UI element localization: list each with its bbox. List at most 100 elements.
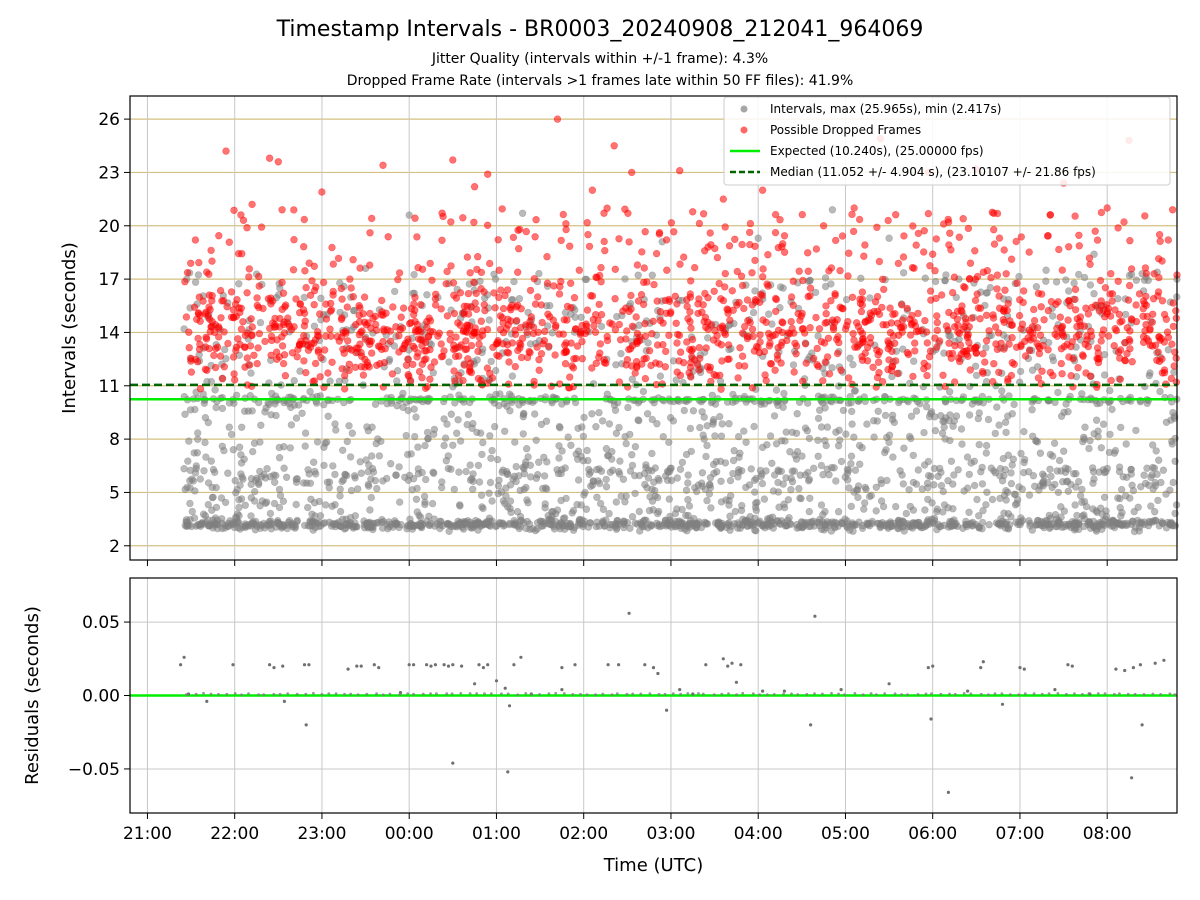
interval-point: [780, 500, 788, 508]
dropped-frame-point: [237, 325, 246, 333]
interval-point: [819, 471, 827, 479]
dropped-frame-point: [833, 349, 842, 358]
interval-point: [237, 459, 246, 467]
interval-point: [645, 506, 654, 515]
dropped-frame-point: [449, 279, 458, 287]
interval-point: [235, 503, 243, 512]
dropped-frame-point: [639, 300, 648, 309]
dropped-frame-point: [302, 368, 310, 377]
dropped-frame-point: [538, 318, 546, 327]
interval-point: [877, 476, 885, 484]
residual-point: [606, 663, 610, 667]
interval-point: [628, 375, 636, 383]
interval-point: [1064, 465, 1072, 473]
interval-point: [491, 422, 499, 431]
dropped-frame-point: [1155, 357, 1164, 366]
dropped-frame-point: [686, 277, 695, 285]
dropped-frame-point: [225, 238, 234, 246]
residual-point: [179, 663, 183, 667]
dropped-frame-point: [756, 331, 764, 339]
interval-point: [997, 520, 1006, 528]
interval-point: [748, 518, 757, 526]
interval-point: [581, 275, 589, 283]
residual-point: [821, 692, 824, 696]
dropped-frame-point: [729, 306, 737, 314]
interval-point: [656, 522, 664, 531]
dropped-frame-point: [1007, 255, 1016, 263]
dropped-frame-point: [329, 260, 337, 268]
interval-point: [541, 504, 549, 512]
dropped-frame-point: [555, 330, 563, 338]
interval-point: [477, 429, 485, 437]
dropped-frame-point: [725, 242, 734, 250]
interval-point: [1025, 491, 1034, 499]
interval-point: [770, 471, 779, 479]
dropped-frame-point: [181, 278, 189, 286]
interval-point: [232, 391, 241, 399]
dropped-frame-point: [985, 327, 993, 335]
dropped-frame-point: [1007, 371, 1016, 380]
dropped-frame-point: [966, 259, 975, 267]
interval-point: [908, 524, 917, 532]
residual-point: [412, 663, 416, 667]
dropped-frame-point: [926, 347, 935, 355]
interval-point: [941, 276, 949, 285]
interval-point: [834, 508, 843, 516]
dropped-frame-point: [1104, 332, 1113, 340]
residual-point: [343, 692, 346, 696]
dropped-frame-point: [974, 304, 983, 312]
interval-point: [237, 451, 245, 459]
interval-point: [982, 344, 990, 352]
dropped-frame-point: [495, 352, 503, 360]
dropped-frame-point: [592, 359, 600, 367]
interval-point: [586, 468, 595, 476]
interval-point: [478, 503, 486, 511]
dropped-frame-point: [248, 323, 257, 331]
dropped-frame-point: [853, 343, 861, 351]
dropped-frame-point: [995, 234, 1004, 242]
dropped-frame-point: [836, 266, 844, 275]
dropped-frame-point: [592, 273, 600, 281]
interval-point: [899, 269, 908, 277]
residual-point: [939, 692, 943, 696]
time-x-tick-label: 08:00: [1083, 824, 1132, 844]
interval-point: [510, 277, 518, 286]
interval-point: [985, 520, 993, 529]
interval-point: [1106, 386, 1114, 395]
dropped-frame-point: [802, 359, 810, 367]
interval-point: [248, 407, 256, 415]
dropped-frame-point: [517, 353, 526, 362]
dropped-frame-point: [300, 322, 309, 330]
dropped-frame-point: [477, 285, 485, 293]
dropped-frame-point: [845, 249, 853, 257]
interval-point: [750, 422, 758, 431]
interval-point: [817, 461, 826, 470]
interval-point: [304, 503, 312, 512]
interval-point: [628, 451, 636, 459]
dropped-frame-point: [295, 341, 304, 349]
dropped-frame-point: [621, 205, 629, 213]
dropped-frame-point: [903, 349, 912, 357]
dropped-frame-point: [470, 183, 479, 191]
interval-point: [319, 519, 327, 528]
dropped-frame-point: [887, 319, 896, 327]
dropped-frame-point: [945, 339, 953, 347]
interval-point: [456, 501, 464, 509]
interval-point: [1029, 472, 1038, 480]
interval-point: [313, 438, 322, 446]
interval-point: [998, 387, 1006, 395]
dropped-frame-point: [878, 275, 887, 283]
interval-point: [1007, 513, 1015, 521]
interval-point: [865, 492, 874, 501]
residual-point: [993, 692, 997, 696]
dropped-frame-point: [569, 364, 578, 372]
interval-point: [780, 389, 788, 398]
residual-point: [320, 693, 324, 696]
dropped-frame-point: [575, 266, 583, 274]
dropped-frame-point: [971, 275, 980, 283]
dropped-frame-point: [959, 215, 967, 223]
interval-point: [523, 496, 531, 504]
interval-point: [965, 470, 973, 479]
dropped-frame-point: [530, 377, 538, 386]
residual-point: [257, 693, 260, 696]
